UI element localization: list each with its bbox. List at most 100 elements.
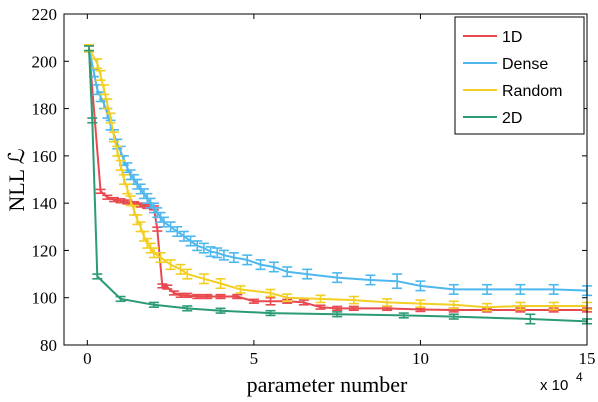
error-bar (525, 313, 536, 325)
error-bar (298, 299, 309, 306)
error-bar (202, 293, 213, 300)
error-bar (212, 247, 223, 259)
x-multiplier-exponent: 4 (576, 370, 583, 384)
error-bar (182, 292, 193, 299)
legend: 1D Dense Random 2D (454, 16, 585, 135)
legend-item-2d: 2D (463, 110, 522, 127)
error-bar (482, 302, 493, 312)
error-bar (158, 216, 169, 228)
error-bar (448, 313, 459, 320)
error-bar (122, 183, 133, 195)
legend-label: Random (502, 83, 562, 100)
error-bar (115, 159, 126, 171)
error-bar (265, 288, 276, 298)
error-bar (228, 251, 239, 264)
error-bar (108, 131, 119, 143)
error-bar (315, 294, 326, 304)
error-bar (315, 304, 326, 310)
error-bar (172, 225, 183, 238)
error-bar (302, 268, 313, 280)
y-tick-label: 160 (32, 147, 58, 166)
error-bar (515, 283, 526, 295)
error-bar (348, 305, 359, 312)
error-bar (415, 299, 426, 308)
legend-box (454, 16, 585, 135)
error-bar (175, 263, 186, 275)
error-bar (185, 235, 196, 247)
error-bar (265, 296, 276, 306)
error-bar (182, 305, 193, 312)
plot-frame (63, 13, 588, 346)
error-bar (182, 268, 193, 280)
error-bar (365, 274, 376, 286)
error-bar (242, 254, 253, 266)
x-tick-label: 15 (579, 349, 596, 368)
series-layer (83, 43, 592, 325)
series-dense (83, 43, 592, 297)
series-random (83, 43, 592, 312)
y-tick-label: 80 (40, 336, 57, 355)
error-bar (148, 301, 159, 308)
error-bar (348, 295, 359, 305)
error-bar (392, 273, 403, 290)
error-bar (255, 259, 266, 271)
error-bar (448, 300, 459, 310)
error-bar (282, 293, 293, 303)
ticks-layer: 0 5 10 15 80 100 120 140 160 180 200 220 (32, 5, 596, 368)
error-bar (168, 290, 179, 296)
error-bar (102, 194, 113, 200)
x-tick-label: 0 (83, 349, 92, 368)
error-bar (382, 298, 393, 307)
series-2d (83, 45, 592, 325)
legend-item-random: Random (463, 83, 562, 100)
legend-label: 2D (502, 110, 522, 127)
y-tick-label: 200 (32, 52, 58, 71)
x-tick-label: 5 (250, 349, 259, 368)
y-tick-label: 220 (32, 5, 58, 24)
error-bar (155, 251, 166, 264)
error-bar (232, 293, 243, 300)
error-bar (205, 246, 216, 258)
error-bar (235, 285, 246, 294)
error-bar (218, 249, 229, 261)
error-bar (415, 280, 426, 292)
error-bar (162, 284, 173, 290)
y-tick-label: 120 (32, 241, 58, 260)
error-bar (332, 305, 343, 312)
series-1d (83, 45, 592, 313)
error-bar (215, 277, 226, 290)
error-bar (108, 196, 119, 203)
x-axis-multiplier: x 10 4 (540, 370, 583, 394)
error-bar (448, 283, 459, 295)
error-bar (248, 298, 259, 304)
error-bar (83, 45, 94, 52)
y-axis-label: NLL ℒ (4, 148, 29, 211)
y-tick-label: 100 (32, 289, 58, 308)
x-multiplier-base: x 10 (540, 377, 568, 394)
error-bar (198, 242, 209, 254)
x-axis-label: parameter number (247, 372, 408, 397)
error-bar (92, 58, 103, 70)
error-bar (115, 198, 126, 204)
error-bar (165, 259, 176, 271)
error-bar (192, 293, 203, 300)
legend-item-1d: 1D (463, 29, 522, 46)
error-bar (268, 261, 279, 273)
legend-label: Dense (502, 56, 548, 73)
error-bar (192, 240, 203, 252)
error-bar (332, 311, 343, 318)
y-tick-label: 180 (32, 100, 58, 119)
error-bar (215, 307, 226, 314)
error-bar (102, 98, 113, 110)
error-bar (332, 272, 343, 284)
legend-items: 1D Dense Random 2D (463, 29, 562, 127)
x-tick-label: 10 (412, 349, 429, 368)
error-bar (265, 309, 276, 317)
error-bar (515, 301, 526, 311)
error-bar (112, 145, 123, 157)
error-bar (87, 117, 98, 124)
error-bar (198, 273, 209, 285)
error-bar (398, 312, 409, 319)
error-bar (482, 283, 493, 295)
